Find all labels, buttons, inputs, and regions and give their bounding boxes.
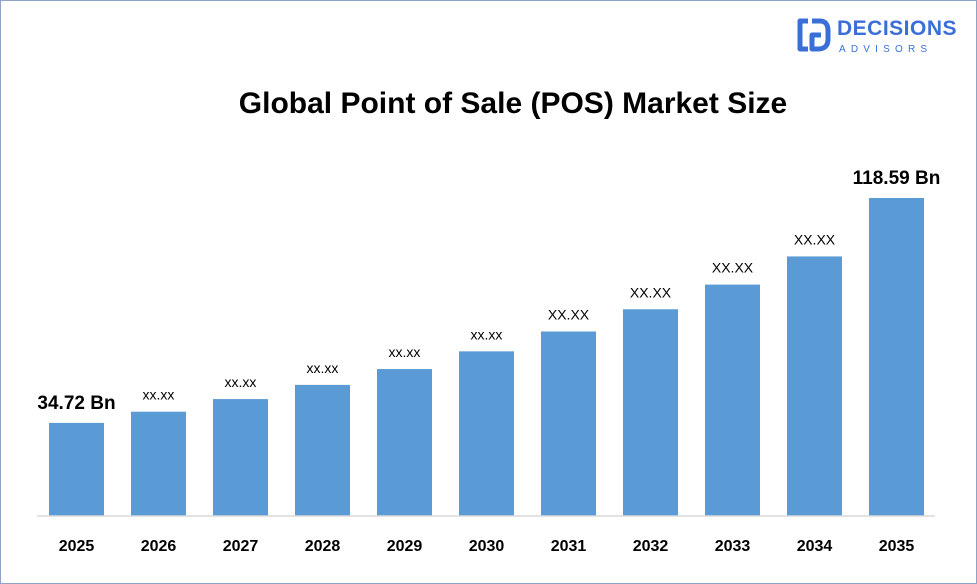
brand-logo: DECISIONS ADVISORS xyxy=(796,15,966,59)
x-tick-label-2025: 2025 xyxy=(59,538,95,555)
bar-2026 xyxy=(131,411,186,516)
x-tick-label-2029: 2029 xyxy=(387,538,423,555)
data-label-2029: xx.xx xyxy=(389,344,421,360)
data-label-2028: xx.xx xyxy=(307,360,339,376)
chart-title: Global Point of Sale (POS) Market Size xyxy=(238,87,788,120)
bar-2032 xyxy=(623,309,678,516)
bar-2030 xyxy=(459,351,514,516)
x-tick-label-2035: 2035 xyxy=(879,538,915,555)
bar-2031 xyxy=(541,331,596,516)
data-label-2026: xx.xx xyxy=(143,387,175,403)
bar-2033 xyxy=(705,284,760,516)
bar-2035 xyxy=(869,198,924,516)
bar-2025 xyxy=(49,422,104,516)
x-tick-label-2028: 2028 xyxy=(305,538,341,555)
x-tick-label-2034: 2034 xyxy=(797,538,833,555)
bar-2028 xyxy=(295,384,350,516)
x-tick-label-2030: 2030 xyxy=(469,538,505,555)
bar-2029 xyxy=(377,369,432,516)
data-label-2034: XX.XX xyxy=(794,231,836,247)
data-label-2031: XX.XX xyxy=(548,307,590,323)
data-label-2032: XX.XX xyxy=(630,284,672,300)
data-label-2030: xx.xx xyxy=(471,326,503,342)
x-tick-label-2026: 2026 xyxy=(141,538,177,555)
logo-brand-text: DECISIONS xyxy=(837,17,958,40)
x-tick-label-2031: 2031 xyxy=(551,538,587,555)
data-label-2033: XX.XX xyxy=(712,260,754,276)
bars-layer xyxy=(49,198,924,516)
data-label-2035: 118.59 Bn xyxy=(853,168,941,189)
decisions-advisors-logo-icon xyxy=(797,18,831,52)
bar-2027 xyxy=(213,399,268,516)
x-tick-label-2027: 2027 xyxy=(223,538,259,555)
bar-2034 xyxy=(787,256,842,516)
data-label-2025: 34.72 Bn xyxy=(37,393,115,414)
logo-sub-text: ADVISORS xyxy=(839,44,933,55)
x-tick-label-2032: 2032 xyxy=(633,538,669,555)
labels-layer: 2025 34.72 Bn 2026 xx.xx 2027 xx.xx 2028 xx.xx 2… xyxy=(37,168,940,555)
x-tick-label-2033: 2033 xyxy=(715,538,751,555)
data-label-2027: xx.xx xyxy=(225,374,257,390)
